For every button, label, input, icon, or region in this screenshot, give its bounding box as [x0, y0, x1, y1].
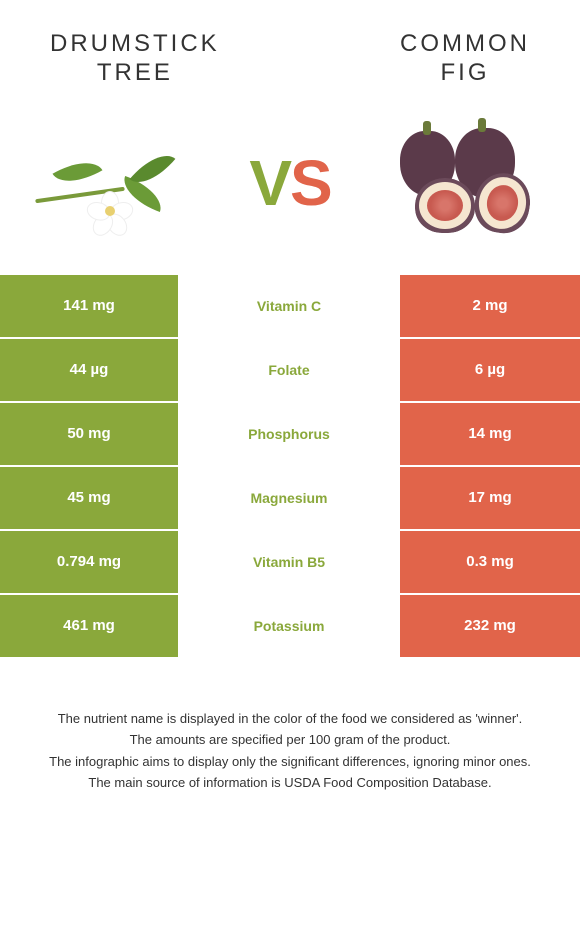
table-row: 0.794 mgVitamin B50.3 mg — [0, 531, 580, 595]
flower-icon — [30, 123, 190, 243]
vs-label: VS — [249, 146, 330, 220]
fig-icon — [390, 123, 550, 243]
right-value: 6 µg — [400, 339, 580, 401]
nutrient-name: Magnesium — [180, 467, 400, 529]
left-value: 50 mg — [0, 403, 180, 465]
nutrient-name: Folate — [180, 339, 400, 401]
nutrient-name: Vitamin B5 — [180, 531, 400, 593]
footer-line-3: The infographic aims to display only the… — [25, 752, 555, 772]
left-value: 461 mg — [0, 595, 180, 657]
table-row: 141 mgVitamin C2 mg — [0, 275, 580, 339]
right-value: 14 mg — [400, 403, 580, 465]
left-food-title: DRUMSTICK TREE — [50, 30, 220, 88]
footer-line-1: The nutrient name is displayed in the co… — [25, 709, 555, 729]
footer-notes: The nutrient name is displayed in the co… — [0, 659, 580, 815]
vs-s: S — [290, 147, 331, 219]
left-food-title-line1: DRUMSTICK — [50, 30, 220, 59]
right-value: 17 mg — [400, 467, 580, 529]
right-value: 232 mg — [400, 595, 580, 657]
table-row: 45 mgMagnesium17 mg — [0, 467, 580, 531]
vs-v: V — [249, 147, 290, 219]
table-row: 50 mgPhosphorus14 mg — [0, 403, 580, 467]
left-value: 44 µg — [0, 339, 180, 401]
left-value: 45 mg — [0, 467, 180, 529]
footer-line-2: The amounts are specified per 100 gram o… — [25, 730, 555, 750]
right-value: 0.3 mg — [400, 531, 580, 593]
header: DRUMSTICK TREE COMMON FIG — [0, 0, 580, 103]
right-food-title-line1: COMMON — [400, 30, 530, 59]
left-value: 141 mg — [0, 275, 180, 337]
nutrient-name: Vitamin C — [180, 275, 400, 337]
images-row: VS — [0, 103, 580, 273]
common-fig-image — [390, 123, 550, 243]
nutrient-table: 141 mgVitamin C2 mg44 µgFolate6 µg50 mgP… — [0, 273, 580, 659]
right-value: 2 mg — [400, 275, 580, 337]
footer-line-4: The main source of information is USDA F… — [25, 773, 555, 793]
left-food-title-line2: TREE — [50, 59, 220, 88]
nutrient-name: Phosphorus — [180, 403, 400, 465]
nutrient-name: Potassium — [180, 595, 400, 657]
table-row: 461 mgPotassium232 mg — [0, 595, 580, 659]
table-row: 44 µgFolate6 µg — [0, 339, 580, 403]
drumstick-tree-image — [30, 123, 190, 243]
right-food-title: COMMON FIG — [400, 30, 530, 88]
left-value: 0.794 mg — [0, 531, 180, 593]
right-food-title-line2: FIG — [400, 59, 530, 88]
